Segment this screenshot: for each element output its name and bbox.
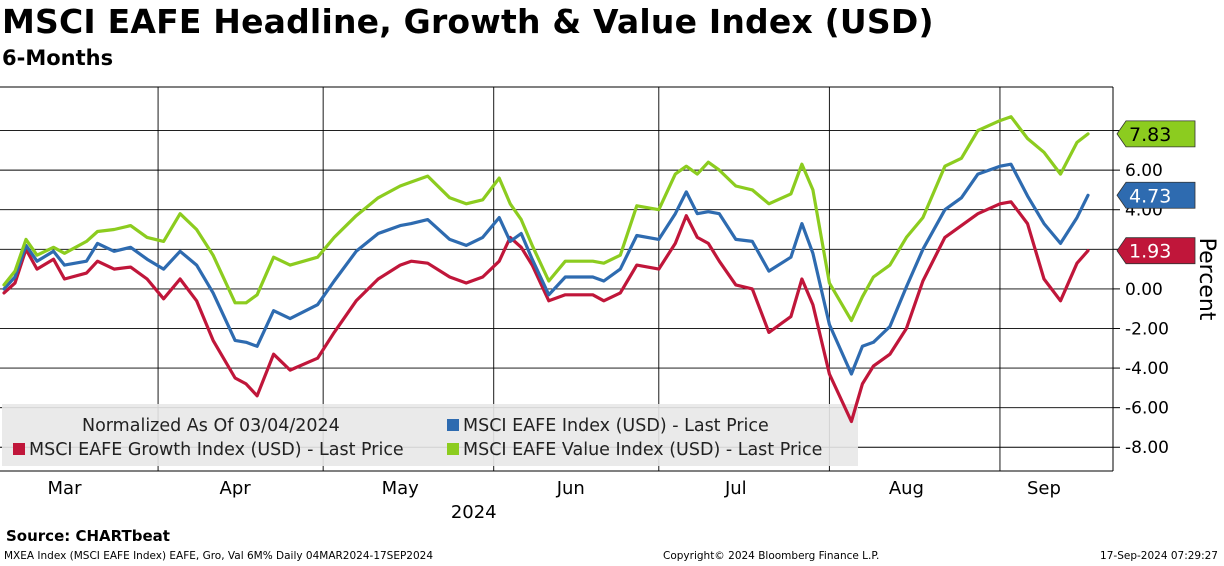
x-month-label: Apr — [220, 478, 252, 499]
footer-timestamp: 17-Sep-2024 07:29:27 — [1100, 550, 1218, 562]
legend-swatch — [13, 443, 25, 455]
source-note: Source: CHARTbeat — [6, 527, 170, 545]
legend-box — [2, 404, 858, 466]
y-tick-label: 6.00 — [1125, 161, 1163, 181]
footer-ticker-info: MXEA Index (MSCI EAFE Index) EAFE, Gro, … — [4, 550, 434, 562]
legend-swatch — [447, 419, 459, 431]
x-month-label: Aug — [889, 478, 924, 499]
chart-subtitle: 6-Months — [2, 46, 114, 70]
last-value-label: 4.73 — [1129, 185, 1171, 207]
badge-layer: 4.73 1.93 7.83 — [1116, 120, 1196, 265]
legend-label: MSCI EAFE Growth Index (USD) - Last Pric… — [29, 440, 404, 460]
series-line — [2, 162, 1090, 376]
legend-label: MSCI EAFE Value Index (USD) - Last Price — [463, 440, 822, 460]
footer-copyright: Copyright© 2024 Bloomberg Finance L.P. — [663, 550, 880, 562]
y-tick-label: -6.00 — [1125, 399, 1169, 419]
last-value-label: 1.93 — [1129, 241, 1171, 263]
legend-normalized-note: Normalized As Of 03/04/2024 — [82, 416, 340, 436]
y-tick-label: -8.00 — [1125, 438, 1169, 458]
x-month-label: Mar — [48, 478, 83, 499]
last-value-badge — [1116, 181, 1196, 209]
y-tick-label: -2.00 — [1125, 319, 1169, 339]
last-value-badge — [1116, 120, 1196, 148]
x-month-label: Sep — [1027, 478, 1061, 499]
last-value-label: 7.83 — [1129, 124, 1171, 146]
legend-label: MSCI EAFE Index (USD) - Last Price — [463, 416, 769, 436]
y-tick-label: -4.00 — [1125, 359, 1169, 379]
chart-title: MSCI EAFE Headline, Growth & Value Index… — [2, 2, 934, 41]
y-axis-title: Percent — [1194, 238, 1219, 321]
x-year-label: 2024 — [451, 502, 497, 523]
series-line — [2, 115, 1090, 323]
x-month-label: May — [382, 478, 420, 499]
legend-swatch — [447, 443, 459, 455]
x-month-label: Jun — [556, 478, 585, 499]
series-line — [2, 200, 1090, 424]
legend-layer: Normalized As Of 03/04/2024 MSCI EAFE Ind… — [2, 404, 858, 466]
series-layer — [2, 115, 1090, 424]
x-month-label: Jul — [724, 478, 747, 499]
last-value-badge — [1116, 237, 1196, 265]
y-tick-label: 0.00 — [1125, 280, 1163, 300]
